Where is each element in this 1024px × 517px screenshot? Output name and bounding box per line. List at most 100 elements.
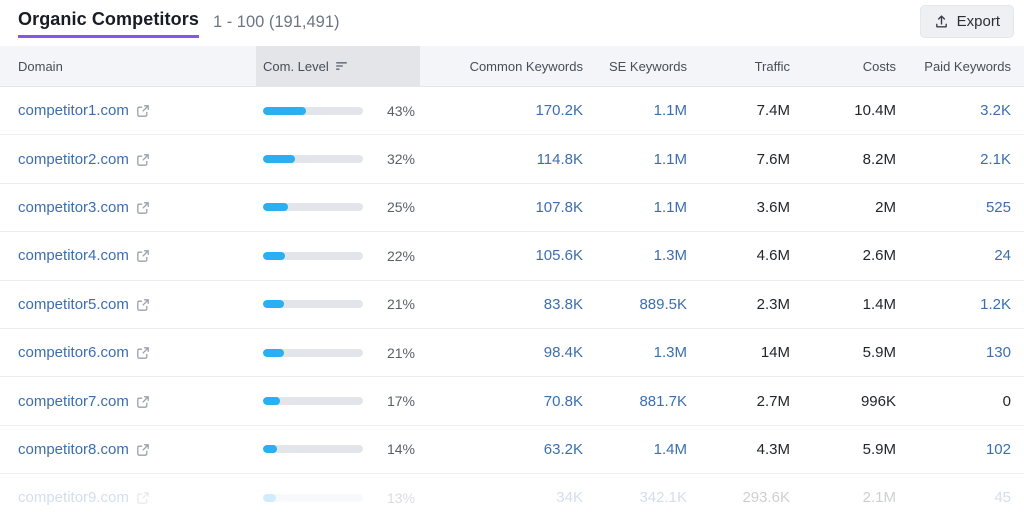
com-level-value: 21% (386, 296, 415, 313)
column-header-domain[interactable]: Domain (18, 58, 63, 74)
domain-cell: competitor4.com (0, 247, 256, 264)
paid-keywords-cell: 2.1K (896, 151, 1024, 168)
external-link-icon[interactable] (136, 153, 150, 167)
domain-cell: competitor6.com (0, 344, 256, 361)
domain-link[interactable]: competitor5.com (18, 295, 129, 313)
costs-value: 10.4M (854, 102, 896, 120)
common-keywords-link[interactable]: 83.8K (543, 295, 583, 313)
table-row: competitor3.com 25% 107.8K 1.1M 3.6M 2M … (0, 184, 1024, 233)
common-keywords-link[interactable]: 107.8K (535, 198, 583, 216)
se-keywords-link[interactable]: 1.1M (653, 102, 687, 120)
se-keywords-link[interactable]: 889.5K (639, 295, 687, 313)
paid-keywords-link[interactable]: 1.2K (980, 295, 1011, 313)
se-keywords-link[interactable]: 1.3M (653, 344, 687, 362)
domain-link[interactable]: competitor7.com (18, 392, 129, 410)
domain-cell: competitor1.com (0, 102, 256, 119)
column-header-common-keywords[interactable]: Common Keywords (469, 58, 583, 74)
common-keywords-cell: 70.8K (420, 393, 583, 410)
com-level-cell: 32% (256, 151, 420, 167)
common-keywords-link[interactable]: 170.2K (535, 102, 583, 120)
common-keywords-link[interactable]: 105.6K (535, 247, 583, 265)
paid-keywords-link[interactable]: 45 (994, 489, 1011, 507)
se-keywords-link[interactable]: 342.1K (639, 489, 687, 507)
external-link-icon[interactable] (136, 491, 150, 505)
column-header-costs[interactable]: Costs (862, 58, 896, 74)
com-level-bar (263, 397, 363, 406)
column-header-se-keywords[interactable]: SE Keywords (608, 58, 687, 74)
paid-keywords-link[interactable]: 2.1K (980, 150, 1011, 168)
se-keywords-cell: 342.1K (583, 489, 687, 506)
se-keywords-link[interactable]: 1.1M (653, 150, 687, 168)
common-keywords-cell: 170.2K (420, 102, 583, 119)
se-keywords-link[interactable]: 881.7K (639, 392, 687, 410)
common-keywords-link[interactable]: 98.4K (543, 344, 583, 362)
domain-link[interactable]: competitor2.com (18, 150, 129, 168)
external-link-icon[interactable] (136, 298, 150, 312)
com-level-bar (263, 348, 363, 357)
external-link-icon[interactable] (136, 443, 150, 457)
paid-keywords-cell: 24 (896, 247, 1024, 264)
external-link-icon[interactable] (136, 201, 150, 215)
export-label: Export (956, 13, 1000, 30)
external-link-icon[interactable] (136, 395, 150, 409)
paid-keywords-link[interactable]: 24 (994, 247, 1011, 265)
external-link-icon[interactable] (136, 346, 150, 360)
column-header-traffic[interactable]: Traffic (754, 58, 790, 74)
costs-value: 5.9M (862, 344, 896, 362)
common-keywords-link[interactable]: 34K (556, 489, 583, 507)
com-level-bar-fill (263, 445, 277, 454)
se-keywords-link[interactable]: 1.3M (653, 247, 687, 265)
common-keywords-link[interactable]: 63.2K (543, 440, 583, 458)
column-header-com-level[interactable]: Com. Level (256, 46, 420, 86)
com-level-value: 17% (386, 393, 415, 410)
com-level-cell: 13% (256, 490, 420, 506)
paid-keywords-link[interactable]: 130 (985, 344, 1011, 362)
se-keywords-cell: 1.1M (583, 151, 687, 168)
traffic-value: 7.6M (756, 150, 790, 168)
com-level-bar (263, 445, 363, 454)
domain-cell: competitor8.com (0, 441, 256, 458)
com-level-value: 13% (386, 489, 415, 506)
com-level-bar-fill (263, 397, 280, 406)
traffic-value: 293.6K (742, 489, 790, 507)
domain-link[interactable]: competitor9.com (18, 489, 129, 507)
se-keywords-link[interactable]: 1.4M (653, 440, 687, 458)
domain-cell: competitor5.com (0, 296, 256, 313)
column-header-paid-keywords[interactable]: Paid Keywords (924, 58, 1011, 74)
domain-link[interactable]: competitor3.com (18, 198, 129, 216)
traffic-value: 3.6M (756, 198, 790, 216)
export-button[interactable]: Export (919, 5, 1014, 38)
table-row: competitor9.com 13% 34K 342.1K 293.6K 2.… (0, 474, 1024, 517)
common-keywords-link[interactable]: 70.8K (543, 392, 583, 410)
table-row: competitor1.com 43% 170.2K 1.1M 7.4M 10.… (0, 87, 1024, 136)
common-keywords-cell: 34K (420, 489, 583, 506)
costs-value: 1.4M (862, 295, 896, 313)
se-keywords-cell: 1.4M (583, 441, 687, 458)
paid-keywords-link[interactable]: 102 (985, 440, 1011, 458)
domain-link[interactable]: competitor6.com (18, 344, 129, 362)
domain-link[interactable]: competitor8.com (18, 440, 129, 458)
costs-value: 2M (875, 198, 896, 216)
paid-keywords-link[interactable]: 3.2K (980, 102, 1011, 120)
common-keywords-link[interactable]: 114.8K (536, 150, 583, 168)
domain-link[interactable]: competitor1.com (18, 102, 129, 120)
table-body: competitor1.com 43% 170.2K 1.1M 7.4M 10.… (0, 87, 1024, 517)
external-link-icon[interactable] (136, 104, 150, 118)
paid-keywords-cell: 130 (896, 344, 1024, 361)
table-row: competitor5.com 21% 83.8K 889.5K 2.3M 1.… (0, 281, 1024, 329)
export-icon (934, 14, 949, 29)
com-level-cell: 43% (256, 103, 420, 119)
com-level-bar (263, 203, 363, 212)
se-keywords-link[interactable]: 1.1M (653, 198, 687, 216)
traffic-value: 2.7M (756, 392, 790, 410)
com-level-bar-fill (263, 203, 288, 212)
se-keywords-cell: 1.1M (583, 102, 687, 119)
domain-link[interactable]: competitor4.com (18, 247, 129, 265)
external-link-icon[interactable] (136, 249, 150, 263)
common-keywords-cell: 83.8K (420, 296, 583, 313)
table-row: competitor8.com 14% 63.2K 1.4M 4.3M 5.9M… (0, 426, 1024, 475)
table-row: competitor4.com 22% 105.6K 1.3M 4.6M 2.6… (0, 232, 1024, 281)
paid-keywords-cell: 45 (896, 489, 1024, 506)
paid-keywords-link[interactable]: 525 (985, 198, 1011, 216)
se-keywords-cell: 881.7K (583, 393, 687, 410)
